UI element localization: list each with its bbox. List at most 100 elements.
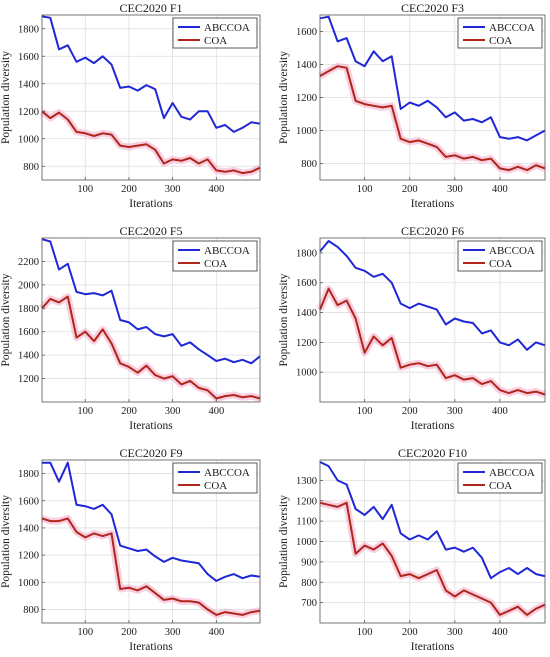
chart-title: CEC2020 F5 [119, 224, 182, 238]
y-tick-label: 700 [301, 598, 317, 609]
y-tick-label: 1200 [18, 107, 39, 118]
chart-title: CEC2020 F6 [401, 224, 464, 238]
chart-title: CEC2020 F10 [398, 446, 467, 460]
y-tick-label: 2200 [18, 257, 39, 268]
y-tick-label: 1200 [18, 374, 39, 385]
chart-panel-2: 100 200 300 400 800 1000 1200 1400 1600 CEC2020 F… [278, 1, 547, 210]
x-axis-label: Iterations [411, 198, 455, 210]
series-line-abccoa [41, 238, 261, 365]
y-tick-label: 1100 [296, 517, 317, 528]
y-axis-label: Population diversity [0, 495, 12, 588]
y-axis-label: Population diversity [278, 495, 290, 588]
y-axis-label: Population diversity [0, 51, 12, 144]
x-axis-label: Iterations [411, 420, 455, 432]
chart-panel-6: 100 200 300 400 700 800 900 1000 1100 1200 1300 CEC… [278, 446, 547, 653]
y-tick-label: 1400 [296, 60, 317, 71]
legend-box [172, 462, 258, 494]
x-tick-label: 100 [77, 184, 93, 195]
y-axis-label: Population diversity [278, 273, 290, 366]
legend-label-coa: COA [489, 480, 512, 492]
axes-frame [319, 237, 546, 403]
series-line-coa [319, 501, 546, 616]
y-tick-label: 1600 [18, 327, 39, 338]
x-tick-label: 200 [402, 627, 418, 638]
series-line-coa [41, 517, 261, 616]
y-tick-label: 800 [23, 162, 39, 173]
legend-label-coa: COA [489, 258, 512, 270]
y-tick-label: 1000 [296, 126, 317, 137]
legend-box [457, 17, 543, 49]
legend-box [172, 17, 258, 49]
y-tick-label: 1800 [18, 304, 39, 315]
y-tick-label: 1400 [18, 523, 39, 534]
x-tick-label: 200 [121, 184, 137, 195]
x-tick-label: 300 [165, 184, 181, 195]
y-tick-label: 1600 [18, 52, 39, 63]
y-tick-label: 1000 [18, 578, 39, 589]
x-tick-label: 400 [208, 184, 224, 195]
y-axis-label: Population diversity [0, 273, 12, 366]
y-tick-label: 1800 [296, 248, 317, 259]
x-tick-label: 300 [165, 406, 181, 417]
x-tick-label: 200 [402, 184, 418, 195]
axes-frame [41, 459, 261, 624]
series-line-coa [41, 110, 261, 175]
y-tick-label: 1400 [18, 351, 39, 362]
y-tick-label: 1400 [18, 79, 39, 90]
legend-label-abccoa: ABCCOA [204, 22, 250, 34]
y-tick-label: 1000 [296, 537, 317, 548]
x-axis-label: Iterations [129, 420, 173, 432]
x-tick-label: 100 [77, 627, 93, 638]
y-tick-label: 1600 [296, 27, 317, 38]
y-tick-label: 1000 [296, 368, 317, 379]
legend-box [457, 462, 543, 494]
x-tick-label: 300 [447, 406, 463, 417]
x-tick-label: 200 [121, 406, 137, 417]
y-tick-label: 800 [301, 578, 317, 589]
series-line-coa [41, 295, 261, 400]
legend-label-abccoa: ABCCOA [204, 245, 250, 257]
x-tick-label: 400 [492, 627, 508, 638]
x-tick-label: 400 [492, 184, 508, 195]
y-tick-label: 800 [301, 159, 317, 170]
chart-panel-5: 100 200 300 400 800 1000 1200 1400 1600 1800 CEC20… [0, 446, 261, 653]
chart-title: CEC2020 F9 [119, 446, 182, 460]
y-tick-label: 1800 [18, 24, 39, 35]
axes-frame [41, 14, 261, 181]
y-tick-label: 1200 [18, 551, 39, 562]
y-tick-label: 1300 [296, 476, 317, 487]
y-tick-label: 1800 [18, 469, 39, 480]
x-axis-label: Iterations [129, 198, 173, 210]
x-tick-label: 400 [492, 406, 508, 417]
x-axis-label: Iterations [411, 641, 455, 653]
x-tick-label: 300 [447, 184, 463, 195]
y-tick-label: 1600 [296, 278, 317, 289]
legend-label-coa: COA [489, 35, 512, 47]
x-tick-label: 400 [208, 406, 224, 417]
series-line-abccoa [319, 240, 546, 351]
x-tick-label: 100 [357, 184, 373, 195]
y-tick-label: 1400 [296, 308, 317, 319]
legend-label-coa: COA [204, 35, 227, 47]
chart-panel-3: 100 200 300 400 1200 1400 1600 1800 2000 2200 CEC2… [0, 224, 261, 432]
series-line-coa [319, 65, 546, 172]
y-tick-label: 1600 [18, 496, 39, 507]
y-tick-label: 1200 [296, 496, 317, 507]
series-line-abccoa [41, 15, 261, 133]
axes-frame [41, 237, 261, 403]
x-axis-label: Iterations [129, 641, 173, 653]
x-tick-label: 100 [357, 406, 373, 417]
y-tick-label: 2000 [18, 280, 39, 291]
y-tick-label: 1200 [296, 338, 317, 349]
chart-title: CEC2020 F3 [401, 1, 464, 15]
chart-panel-1: 100 200 300 400 800 1000 1200 1400 1600 1800 CEC20… [0, 1, 262, 210]
x-tick-label: 100 [357, 627, 373, 638]
x-tick-label: 300 [447, 627, 463, 638]
series-line-abccoa [319, 15, 546, 142]
chart-title: CEC2020 F1 [119, 1, 182, 15]
legend-box [457, 240, 543, 272]
chart-panel-4: 100 200 300 400 1000 1200 1400 1600 1800 CEC2020 … [278, 224, 547, 432]
series-line-abccoa [319, 461, 546, 580]
legend-box [172, 240, 258, 272]
